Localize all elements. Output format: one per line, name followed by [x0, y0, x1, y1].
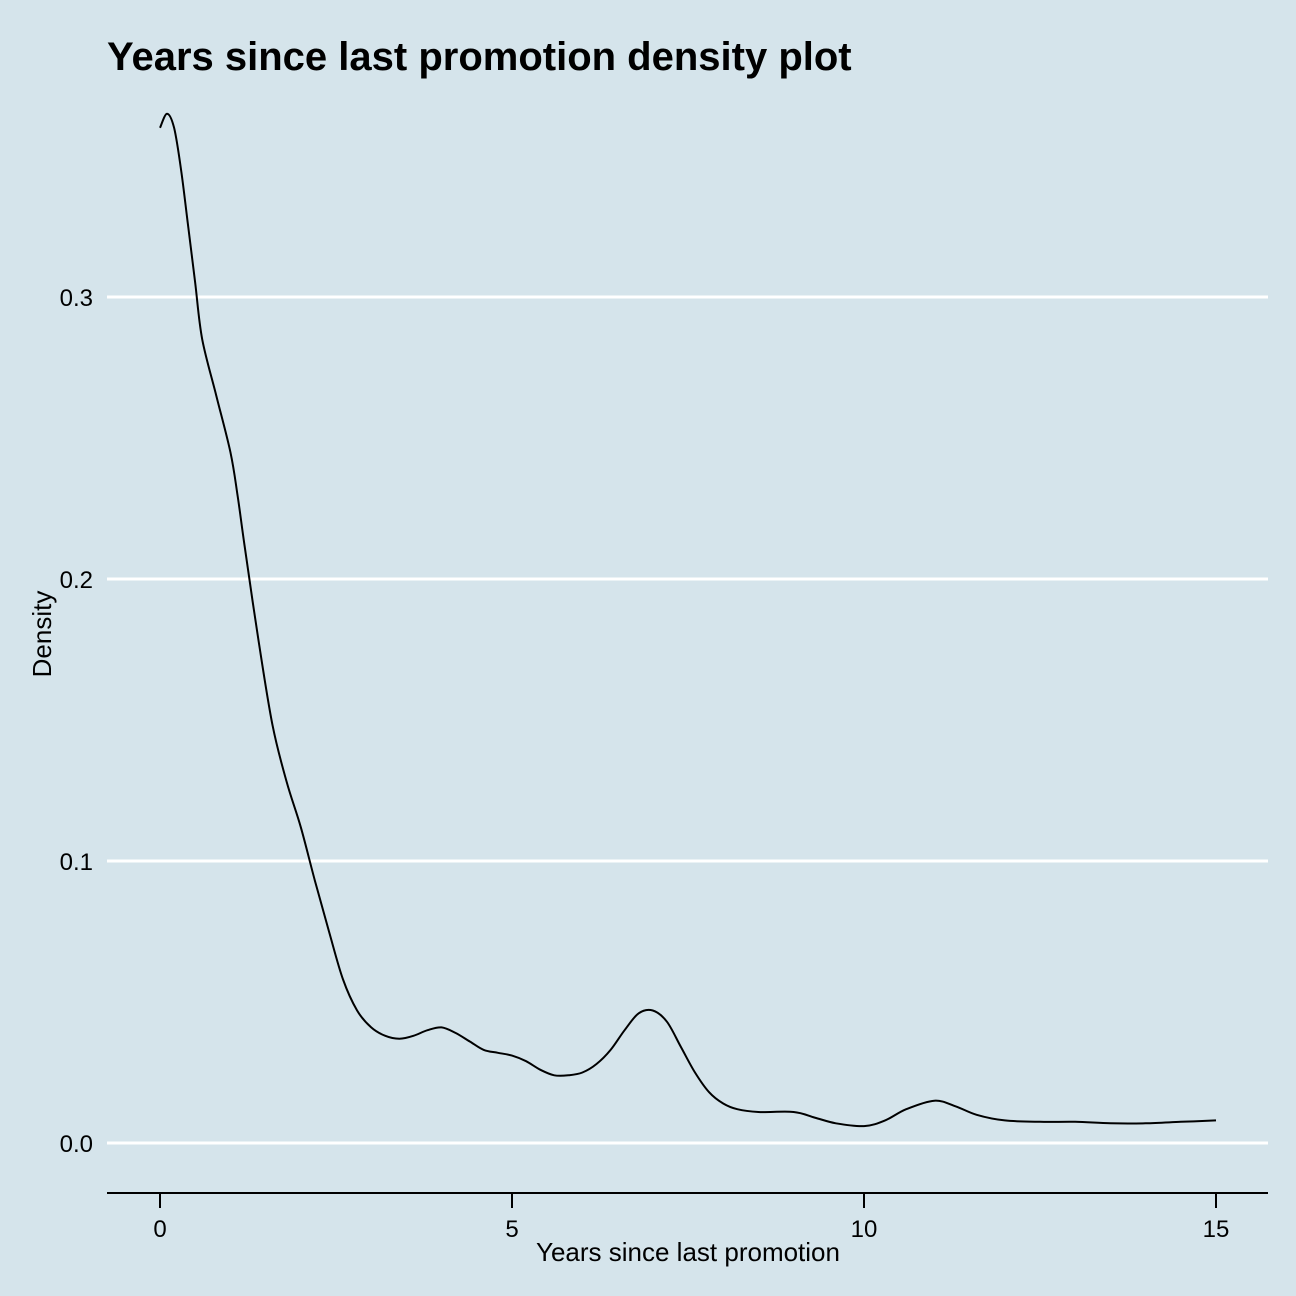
x-tick-label: 0 — [153, 1216, 166, 1243]
x-axis-label: Years since last promotion — [536, 1237, 840, 1267]
gridlines — [107, 295, 1268, 1145]
chart-title: Years since last promotion density plot — [107, 35, 852, 79]
density-line — [159, 112, 1217, 1128]
y-tick-label: 0.2 — [60, 567, 93, 594]
density-series — [159, 112, 1217, 1128]
y-tick-label: 0.0 — [60, 1131, 93, 1158]
y-axis-label: Density — [27, 591, 57, 678]
x-tick-label: 15 — [1203, 1216, 1230, 1243]
x-tick-label: 10 — [851, 1216, 878, 1243]
y-tick-label: 0.1 — [60, 849, 93, 876]
x-tick-label: 5 — [505, 1216, 518, 1243]
y-tick-label: 0.3 — [60, 285, 93, 312]
x-axis: 0 5 10 15 — [107, 1192, 1268, 1243]
y-axis-ticks: 0.0 0.1 0.2 0.3 — [60, 285, 93, 1158]
